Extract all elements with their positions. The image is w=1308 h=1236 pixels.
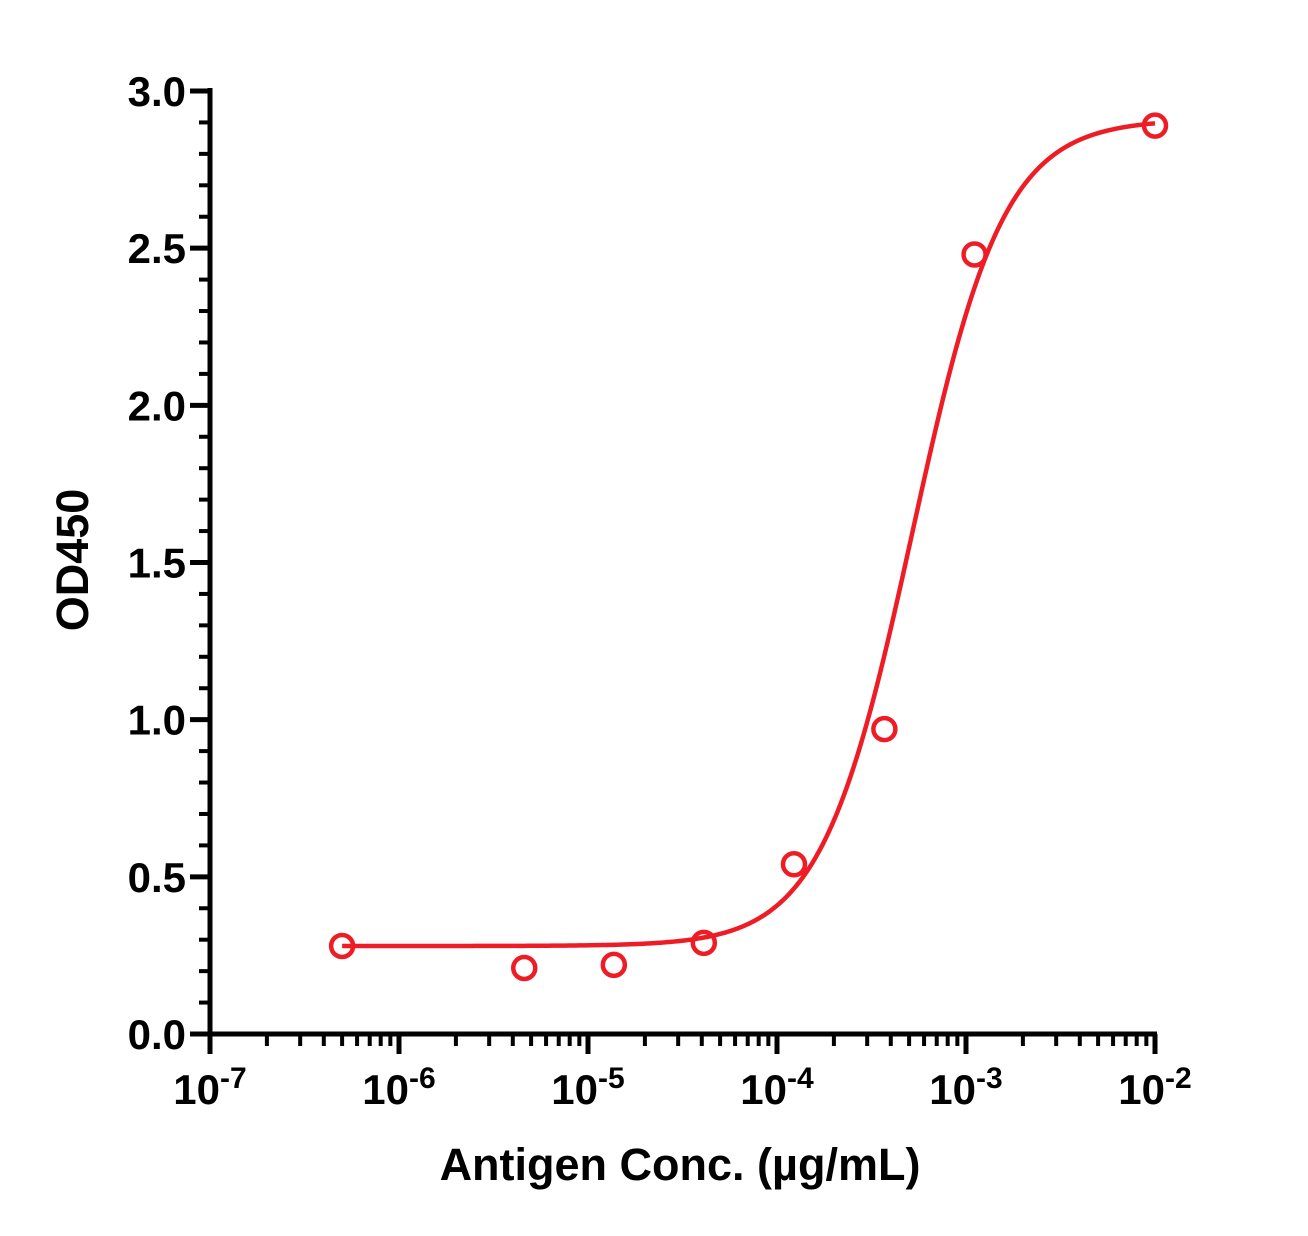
x-tick-label: 10-3 [929,1062,1002,1113]
y-tick-label: 2.5 [128,225,186,272]
fit-curve-layer [342,121,1156,949]
y-tick-label: 1.0 [128,697,186,744]
x-tick-exponent: -7 [220,1062,247,1095]
y-axis-ticks [190,88,210,1037]
data-point [871,715,898,743]
x-tick-base: 10 [740,1066,787,1113]
x-tick-base: 10 [929,1066,976,1113]
y-tick-label: 1.5 [128,540,186,587]
x-tick-label: 10-6 [362,1062,435,1113]
x-tick-label: 10-4 [740,1062,814,1113]
data-point [328,932,356,960]
x-tick-exponent: -2 [1165,1062,1192,1095]
x-tick-base: 10 [551,1066,598,1113]
fit-curve [342,121,1156,949]
x-tick-label: 10-7 [173,1062,246,1113]
y-tick-label: 2.0 [128,382,186,429]
x-axis-ticks [207,1034,1158,1054]
x-tick-label: 10-5 [551,1062,624,1113]
x-axis-tick-labels: 10-7 10-6 10-5 10-4 10-3 10-2 [173,1062,1191,1113]
x-tick-base: 10 [362,1066,409,1113]
y-tick-label: 0.0 [128,1011,186,1058]
x-tick-base: 10 [173,1066,220,1113]
x-axis-title: Antigen Conc. (µg/mL) [440,1139,921,1190]
data-point [511,954,538,982]
data-point [1141,112,1169,139]
x-tick-base: 10 [1118,1066,1165,1113]
x-tick-exponent: -5 [598,1062,625,1095]
y-axis-title: OD450 [47,489,98,632]
x-tick-label: 10-2 [1118,1062,1191,1113]
y-tick-label: 0.5 [128,854,186,901]
data-point [690,929,718,957]
data-point [780,851,808,878]
x-tick-exponent: -3 [976,1062,1003,1095]
data-point [600,951,628,979]
x-tick-exponent: -4 [787,1062,814,1095]
x-tick-exponent: -6 [409,1062,436,1095]
y-axis-tick-labels: 0.0 0.5 1.0 1.5 2.0 2.5 3.0 [128,68,186,1058]
data-point [961,241,988,268]
data-points-layer [328,112,1169,982]
y-tick-label: 3.0 [128,68,186,115]
